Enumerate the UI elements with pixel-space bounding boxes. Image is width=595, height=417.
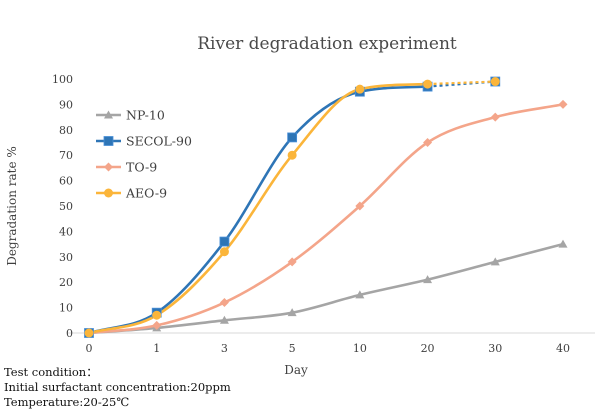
data-point-aeo-9 [355,84,365,94]
x-tick-labels: 0 1 3 5 10 20 30 40 [86,342,571,355]
data-point-to-9 [490,112,500,122]
data-point-np-10 [423,275,433,284]
data-point-to-9 [152,320,162,330]
legend-marker-aeo-9 [104,188,113,198]
x-tick-label: 5 [289,342,296,355]
x-axis-label: Day [284,363,308,377]
y-axis-label: Degradation rate % [5,146,19,266]
data-point-np-10 [355,290,365,299]
notes-line-concentration: Initial surfactant concentration:20ppm [4,380,231,394]
data-point-np-10 [558,239,568,248]
data-point-aeo-9 [84,328,94,338]
y-tick-label: 70 [59,149,73,162]
x-tick-label: 30 [488,342,502,355]
series-line-dashed-aeo-9 [427,80,496,86]
legend-label-np-10: NP-10 [126,108,165,123]
data-point-np-10 [490,257,500,266]
data-point-to-9 [423,138,433,147]
legend-marker-secol-90 [103,136,114,146]
data-point-aeo-9 [423,79,433,89]
x-tick-label: 0 [86,342,93,355]
notes-line-temperature: Temperature:20-25℃ [4,395,130,409]
notes-line-test-condition: Test condition： [4,365,98,379]
data-point-aeo-9 [287,150,297,160]
y-tick-label: 80 [59,124,73,137]
y-tick-label: 30 [59,251,73,264]
x-tick-label: 3 [221,342,228,355]
x-tick-label: 1 [153,342,160,355]
y-tick-label: 100 [52,73,73,86]
data-point-secol-90 [219,236,230,247]
x-tick-label: 20 [421,342,435,355]
y-tick-label: 20 [59,276,73,289]
data-point-np-10 [287,308,297,317]
y-tick-label: 0 [66,327,73,340]
data-point-aeo-9 [152,310,162,320]
y-tick-label: 90 [59,98,73,111]
y-tick-label: 60 [59,175,73,188]
series-line-dashed-secol-90 [427,80,496,88]
chart-title: River degradation experiment [197,34,457,54]
data-point-to-9 [558,99,568,109]
data-point-to-9 [287,257,297,267]
test-condition-notes: Test condition： Initial surfactant conce… [4,365,231,410]
data-point-to-9 [219,298,229,308]
legend-label-secol-90: SECOL-90 [126,134,192,149]
data-point-aeo-9 [219,247,229,257]
data-point-secol-90 [287,132,298,143]
x-tick-label: 40 [556,342,570,355]
y-tick-labels: 0 10 20 30 40 50 60 70 80 90 100 [52,73,73,340]
data-point-aeo-9 [490,77,500,87]
series-line-to-9 [87,103,565,335]
data-point-to-9 [355,201,365,211]
legend-marker-to-9 [104,162,113,172]
series-markers [84,76,568,338]
legend: NP-10 SECOL-90 TO-9 AEO-9 [96,108,192,201]
y-tick-label: 50 [59,200,73,213]
y-tick-label: 40 [59,225,73,238]
legend-label-to-9: TO-9 [126,160,157,175]
y-tick-label: 10 [59,302,73,315]
x-tick-label: 10 [353,342,367,355]
data-point-np-10 [219,315,229,324]
series-line-np-10 [87,242,565,335]
legend-label-aeo-9: AEO-9 [125,186,167,201]
series-line-secol-90 [87,85,429,335]
legend-marker-np-10 [104,110,113,119]
